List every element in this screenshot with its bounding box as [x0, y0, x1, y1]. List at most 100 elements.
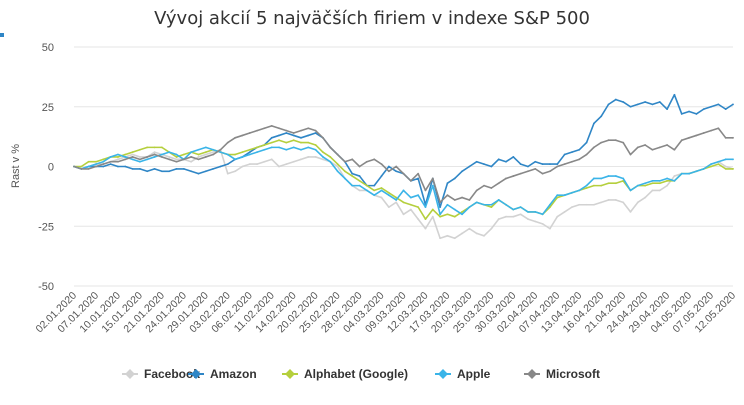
data-point: [622, 101, 625, 103]
data-point: [102, 165, 105, 168]
legend-label: Microsoft: [546, 367, 600, 381]
data-point: [139, 167, 141, 170]
legend-item: Facebook: [122, 367, 200, 381]
data-point: [300, 129, 302, 132]
data-point: [175, 160, 178, 163]
data-point: [651, 182, 654, 185]
data-point: [666, 144, 668, 146]
data-point: [468, 165, 471, 168]
data-point: [585, 203, 588, 206]
data-point: [600, 115, 603, 118]
data-point: [95, 165, 97, 168]
data-point: [614, 98, 617, 101]
data-point: [571, 160, 573, 163]
data-point: [329, 156, 332, 158]
data-point: [636, 103, 639, 106]
data-point: [585, 184, 588, 187]
data-point: [344, 160, 346, 163]
data-point: [314, 148, 317, 151]
data-point: [270, 124, 273, 127]
legend-marker-icon: [438, 369, 448, 379]
data-point: [563, 153, 566, 156]
data-point: [607, 139, 610, 142]
data-point: [182, 167, 185, 170]
data-point: [505, 177, 507, 180]
data-point: [732, 158, 734, 161]
data-point: [124, 156, 127, 158]
data-point: [556, 215, 559, 218]
data-point: [344, 177, 346, 180]
data-point: [307, 134, 310, 137]
data-point: [402, 213, 405, 216]
data-point: [556, 163, 559, 166]
data-point: [417, 177, 420, 180]
data-point: [168, 156, 171, 158]
data-point: [219, 151, 222, 154]
data-point: [387, 165, 390, 168]
data-point: [519, 206, 522, 209]
data-point: [248, 148, 251, 151]
data-point: [190, 151, 193, 154]
data-point: [87, 167, 90, 170]
data-point: [351, 175, 354, 177]
data-point: [519, 163, 522, 166]
data-point: [424, 189, 427, 192]
data-point: [358, 175, 361, 177]
data-point: [417, 172, 420, 175]
data-point: [139, 160, 141, 163]
data-point: [322, 158, 324, 161]
data-point: [190, 170, 193, 173]
data-point: [270, 141, 273, 144]
data-point: [175, 153, 178, 156]
data-point: [212, 151, 215, 154]
data-point: [446, 234, 449, 237]
data-point: [270, 158, 273, 161]
data-point: [600, 201, 603, 204]
data-point: [197, 172, 200, 175]
data-point: [578, 203, 581, 206]
data-point: [702, 167, 705, 170]
data-point: [475, 201, 478, 204]
data-point: [585, 141, 588, 144]
data-point: [248, 163, 251, 166]
data-point: [563, 163, 566, 166]
data-point: [622, 201, 625, 204]
data-point: [571, 191, 573, 194]
data-point: [387, 194, 390, 197]
data-point: [241, 165, 244, 168]
data-point: [717, 103, 720, 106]
data-point: [680, 139, 683, 142]
data-point: [256, 151, 258, 154]
data-point: [365, 160, 368, 163]
data-point: [614, 199, 617, 201]
data-point: [453, 199, 456, 201]
y-axis: 50 25 0 -25 -50: [38, 42, 54, 293]
data-point: [270, 146, 273, 149]
data-point: [629, 153, 632, 156]
data-point: [702, 132, 705, 134]
data-point: [673, 179, 676, 182]
data-point: [197, 156, 200, 158]
data-point: [563, 211, 566, 213]
data-point: [278, 139, 280, 142]
data-point: [139, 148, 141, 151]
data-point: [644, 182, 647, 185]
data-point: [446, 203, 449, 206]
data-point: [680, 172, 683, 175]
data-point: [380, 163, 383, 166]
data-point: [409, 208, 412, 211]
data-point: [263, 127, 266, 130]
data-point: [307, 127, 310, 130]
data-point: [658, 101, 661, 103]
y-tick-label: 25: [42, 102, 54, 114]
data-point: [395, 165, 398, 168]
data-point: [549, 170, 551, 173]
data-point: [373, 194, 376, 197]
data-point: [417, 206, 420, 209]
data-point: [710, 129, 712, 132]
data-point: [292, 146, 295, 149]
data-point: [102, 158, 105, 161]
data-point: [175, 156, 178, 158]
data-point: [292, 134, 295, 137]
